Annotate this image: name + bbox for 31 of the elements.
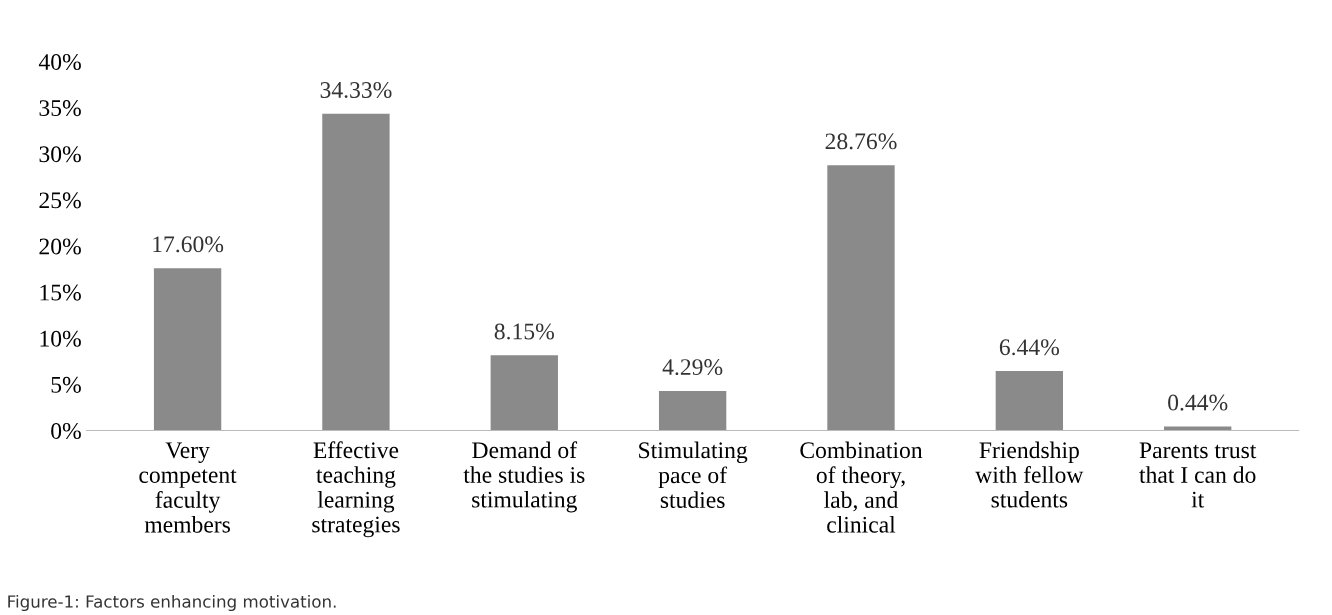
x-tick-label: Effective teaching learning strategies xyxy=(312,441,400,538)
x-tick-label: Stimulating pace of studies xyxy=(639,441,748,508)
data-label: 8.15% xyxy=(494,323,554,340)
x-tick-label: Combination of theory, lab, and clinical xyxy=(800,441,923,533)
data-label: 4.29% xyxy=(662,359,723,376)
y-tick-label: 35% xyxy=(39,100,81,117)
y-tick-label: 25% xyxy=(39,192,81,209)
x-tick-label: Demand of the studies is stimulating xyxy=(463,441,585,513)
bar xyxy=(1164,426,1232,431)
x-tick-label: Parents trust that I can do it xyxy=(1139,442,1257,508)
x-tick-label: Very competent faculty members xyxy=(139,442,237,533)
y-tick-label: 5% xyxy=(51,376,81,393)
data-label: 0.44% xyxy=(1168,394,1228,411)
bar xyxy=(153,268,222,431)
x-tick-label: Friendship with fellow students xyxy=(975,441,1084,508)
y-tick-label: 0% xyxy=(51,422,81,439)
bar xyxy=(322,113,390,431)
data-label: 34.33% xyxy=(320,81,392,98)
y-tick-label: 10% xyxy=(40,330,81,347)
data-label: 28.76% xyxy=(825,133,897,150)
bar xyxy=(827,165,895,431)
data-label: 6.44% xyxy=(999,339,1060,356)
bar xyxy=(995,371,1064,431)
data-label: 17.60% xyxy=(153,236,224,253)
y-tick-label: 20% xyxy=(39,238,81,255)
y-tick-label: 30% xyxy=(39,146,81,163)
y-tick-label: 15% xyxy=(40,284,81,301)
text: Figure-1: Factors enhancing motivation. xyxy=(8,594,336,612)
bar xyxy=(490,355,558,431)
bar xyxy=(658,390,727,431)
y-tick-label: 40% xyxy=(38,53,81,70)
